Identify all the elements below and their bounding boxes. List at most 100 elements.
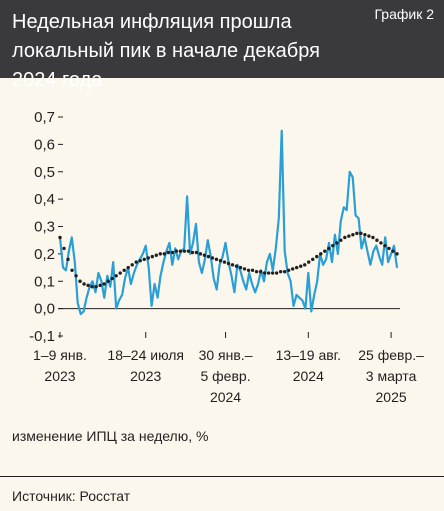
trend-point (158, 252, 162, 256)
weekly-cpi-point (331, 261, 333, 263)
x-tick-label-line: 2024 (210, 389, 241, 405)
x-tick-label-line: 2023 (44, 368, 75, 384)
trend-point (319, 252, 323, 256)
weekly-cpi-point (183, 247, 185, 249)
title-line-2: локальный пик в начале декабря 2024 года (12, 40, 320, 91)
weekly-cpi-point (233, 291, 236, 293)
trend-point (134, 260, 138, 264)
weekly-cpi-point (106, 275, 108, 277)
y-tick-label: 0,7 (34, 109, 55, 126)
weekly-cpi-point (245, 288, 247, 291)
trend-point (395, 252, 399, 256)
weekly-cpi-point (68, 250, 70, 252)
weekly-cpi-point (204, 258, 206, 260)
weekly-cpi-point (148, 266, 150, 269)
weekly-cpi-point (86, 297, 88, 299)
weekly-cpi-point (142, 253, 144, 255)
trend-point (230, 263, 235, 267)
y-tick-label: 0,4 (34, 191, 55, 208)
weekly-cpi-point (118, 299, 120, 302)
chart-number-tag: График 2 (374, 6, 434, 22)
weekly-cpi-point (272, 269, 274, 271)
trend-point (295, 265, 299, 270)
weekly-cpi-point (304, 308, 306, 310)
trend-point (122, 268, 126, 272)
weekly-cpi-point (254, 291, 256, 293)
trend-point (214, 257, 219, 262)
weekly-cpi-point (275, 247, 277, 249)
weekly-cpi-point (177, 258, 179, 260)
weekly-cpi-point (363, 236, 366, 239)
weekly-cpi-point (310, 310, 312, 312)
trend-point (114, 274, 118, 278)
x-tick-label-line: 1–9 янв. (33, 347, 87, 363)
trend-point (371, 235, 375, 240)
trend-point (110, 276, 114, 281)
weekly-cpi-point (248, 272, 250, 274)
weekly-cpi-point (287, 272, 289, 274)
weekly-cpi-point (263, 280, 265, 282)
trend-point (194, 250, 199, 255)
weekly-cpi-point (91, 280, 94, 282)
trend-point (170, 250, 175, 255)
weekly-cpi-point (74, 261, 76, 263)
trend-point (86, 283, 90, 288)
weekly-cpi-point (168, 242, 170, 244)
chart-header: Недельная инфляция прошла локальный пик … (0, 0, 444, 91)
weekly-cpi-point (213, 277, 215, 280)
x-tick-label: 18–24 июля 2023 (107, 347, 184, 384)
weekly-cpi-point (396, 266, 398, 269)
weekly-cpi-point (257, 283, 259, 285)
weekly-cpi-point (239, 269, 241, 271)
trend-point (182, 249, 187, 253)
trend-point (307, 260, 311, 264)
trend-point (379, 241, 383, 245)
y-tick-label: 0,6 (34, 136, 55, 153)
trend-point (98, 283, 102, 288)
weekly-cpi-point (216, 288, 218, 291)
trend-point (146, 256, 150, 260)
weekly-cpi-point (210, 256, 212, 258)
trend-point (290, 267, 295, 271)
weekly-cpi-point (115, 308, 117, 310)
weekly-cpi-point (393, 245, 395, 247)
weekly-cpi-point (316, 280, 318, 282)
x-tick-label-line: 25 февр.– (358, 347, 424, 363)
weekly-cpi-point (83, 310, 85, 312)
weekly-cpi-point (340, 220, 342, 222)
weekly-cpi-point (109, 286, 111, 288)
weekly-cpi-point (375, 245, 377, 247)
weekly-cpi-point (207, 239, 209, 241)
weekly-cpi-point (80, 313, 82, 315)
trend-point (286, 268, 291, 272)
weekly-cpi-point (124, 277, 126, 280)
trend-point (142, 257, 146, 262)
weekly-cpi-point (224, 242, 227, 244)
trend-point (367, 234, 371, 238)
weekly-cpi-point (219, 264, 221, 266)
trend-point (299, 264, 303, 268)
weekly-cpi-point (156, 297, 159, 299)
weekly-cpi-point (328, 242, 330, 244)
trend-point (166, 250, 171, 255)
trend-point (150, 254, 154, 259)
weekly-cpi-point (384, 236, 386, 239)
weekly-cpi-point (349, 171, 351, 173)
trend-point (383, 243, 387, 248)
trend-point (282, 269, 287, 274)
y-tick-label: 0,0 (34, 301, 55, 318)
trend-point (178, 249, 183, 253)
trend-point (327, 246, 331, 251)
trend-point (106, 279, 110, 283)
weekly-cpi-point (281, 130, 283, 132)
weekly-cpi-point (121, 294, 123, 296)
trend-line (58, 231, 399, 289)
trend-point (174, 249, 179, 253)
trend-point (391, 249, 395, 253)
trend-point (315, 254, 319, 259)
weekly-cpi-point (289, 280, 292, 282)
trend-point (210, 256, 215, 260)
trend-point (359, 231, 363, 236)
x-tick-label: 30 янв.– 5 февр. 2024 (199, 347, 253, 405)
weekly-cpi-point (153, 283, 156, 285)
